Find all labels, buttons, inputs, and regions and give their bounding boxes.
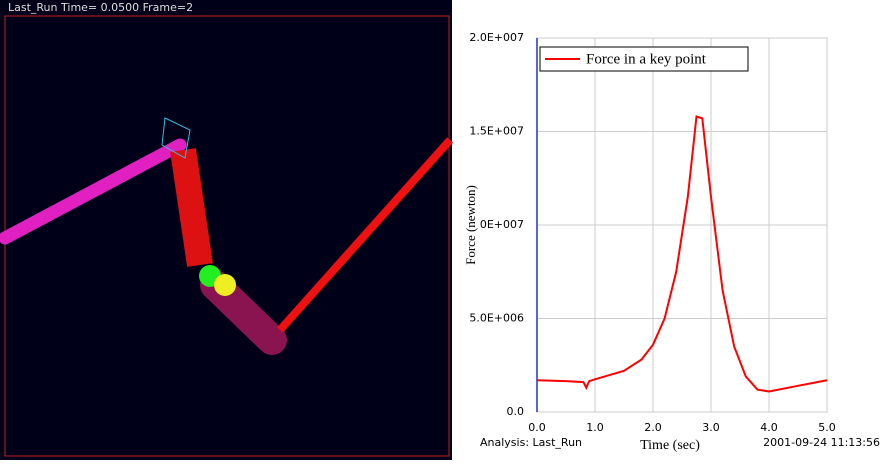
- x-tick-label: 1.0: [586, 421, 604, 434]
- viewport-title: Last_Run Time= 0.0500 Frame=2: [8, 1, 193, 14]
- x-axis-label: Time (sec): [640, 438, 700, 453]
- viewport: [0, 0, 452, 460]
- x-tick-label: 3.0: [702, 421, 720, 434]
- timestamp: 2001-09-24 11:13:56: [763, 436, 880, 449]
- x-tick-label: 2.0: [644, 421, 662, 434]
- x-tick-label: 5.0: [818, 421, 836, 434]
- chart: Force (newton) Time (sec) Analysis: Last…: [463, 37, 880, 453]
- analysis-label: Analysis: Last_Run: [480, 436, 582, 449]
- y-tick-label: 0E+007: [480, 218, 524, 231]
- legend-label: Force in a key point: [586, 51, 707, 67]
- y-tick-label: 0.0: [507, 405, 525, 418]
- y-tick-label: 5.0E+006: [469, 312, 524, 325]
- y-tick-label: 1.5E+007: [469, 125, 524, 138]
- x-tick-label: 0.0: [528, 421, 546, 434]
- data-line: [536, 115, 828, 393]
- y-tick-label: 2.0E+007: [469, 31, 524, 44]
- x-tick-label: 4.0: [760, 421, 778, 434]
- model: [0, 117, 453, 355]
- y-axis-label: Force (newton): [463, 185, 478, 265]
